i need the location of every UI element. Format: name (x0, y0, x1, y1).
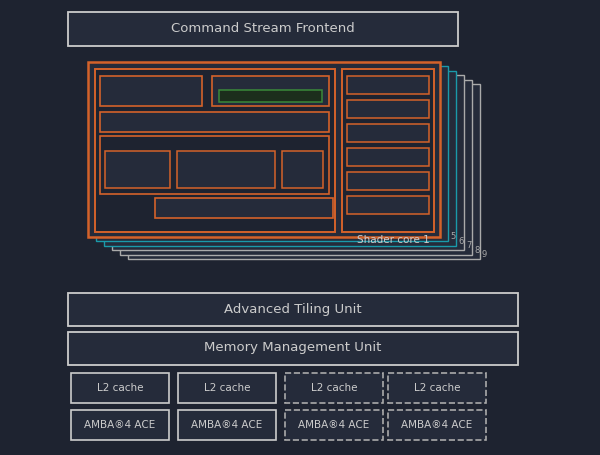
Bar (178, 373, 276, 403)
Bar (95, 69, 335, 232)
Bar (285, 373, 383, 403)
Text: Block: Block (290, 168, 314, 177)
Bar (100, 112, 329, 132)
Text: Fragment: Fragment (245, 79, 295, 89)
Bar (128, 84, 480, 259)
Text: AMBA®4 ACE: AMBA®4 ACE (401, 420, 473, 430)
Text: AMBA®4 ACE: AMBA®4 ACE (191, 420, 263, 430)
Bar (282, 151, 323, 188)
Bar (71, 373, 169, 403)
Bar (347, 172, 429, 190)
Bar (96, 66, 448, 242)
Text: Command Stream Frontend: Command Stream Frontend (171, 22, 355, 35)
Text: L2 cache: L2 cache (311, 383, 357, 393)
Text: L2 cache: L2 cache (204, 383, 250, 393)
Text: Vertex Content: Vertex Content (241, 91, 299, 101)
Text: Shader core 1: Shader core 1 (357, 235, 430, 245)
Text: 9: 9 (482, 250, 487, 259)
Text: Processing Unit: Processing Unit (188, 164, 263, 174)
Text: Z-Stencil: Z-Stencil (367, 81, 409, 90)
Bar (68, 293, 518, 326)
Bar (100, 136, 329, 194)
Bar (100, 76, 202, 106)
Bar (178, 410, 276, 440)
Text: 8: 8 (474, 246, 479, 255)
Bar (285, 410, 383, 440)
Bar (155, 198, 333, 218)
Bar (112, 75, 464, 250)
Text: Varying: Varying (370, 105, 406, 113)
Bar (347, 124, 429, 142)
Bar (342, 69, 434, 232)
Bar (347, 100, 429, 118)
Text: Warp Manager: Warp Manager (176, 117, 252, 127)
Text: AMBA®4 ACE: AMBA®4 ACE (298, 420, 370, 430)
Bar (177, 151, 275, 188)
Text: L2 cache: L2 cache (414, 383, 460, 393)
Bar (388, 410, 486, 440)
Bar (347, 76, 429, 94)
Text: L2 cache: L2 cache (97, 383, 143, 393)
Bar (88, 62, 440, 237)
Text: 6: 6 (458, 237, 463, 246)
Text: Advanced Tiling Unit: Advanced Tiling Unit (224, 303, 362, 315)
Text: 5: 5 (450, 233, 455, 242)
Bar (388, 373, 486, 403)
Text: AMBA®4 ACE: AMBA®4 ACE (85, 420, 155, 430)
Bar (105, 151, 170, 188)
Text: Front-end: Front-end (114, 164, 160, 174)
Text: Texture: Texture (371, 152, 406, 162)
Text: Memory Management Unit: Memory Management Unit (205, 342, 382, 354)
Text: Compute: Compute (127, 86, 175, 96)
Bar (120, 80, 472, 255)
Bar (68, 332, 518, 365)
Text: Blending & Write-back: Blending & Write-back (185, 203, 302, 213)
Text: Load/Store: Load/Store (362, 201, 413, 209)
Bar (347, 196, 429, 214)
Bar (212, 76, 329, 106)
Text: Message: Message (282, 157, 322, 167)
Text: Ray Tracing: Ray Tracing (361, 177, 415, 186)
Bar (347, 148, 429, 166)
Bar (104, 71, 456, 246)
Bar (71, 410, 169, 440)
Bar (68, 12, 458, 46)
Text: 7: 7 (466, 241, 472, 250)
Text: Execution Engine: Execution Engine (122, 140, 208, 150)
Bar (219, 90, 322, 102)
Text: Attribute: Attribute (367, 128, 409, 137)
